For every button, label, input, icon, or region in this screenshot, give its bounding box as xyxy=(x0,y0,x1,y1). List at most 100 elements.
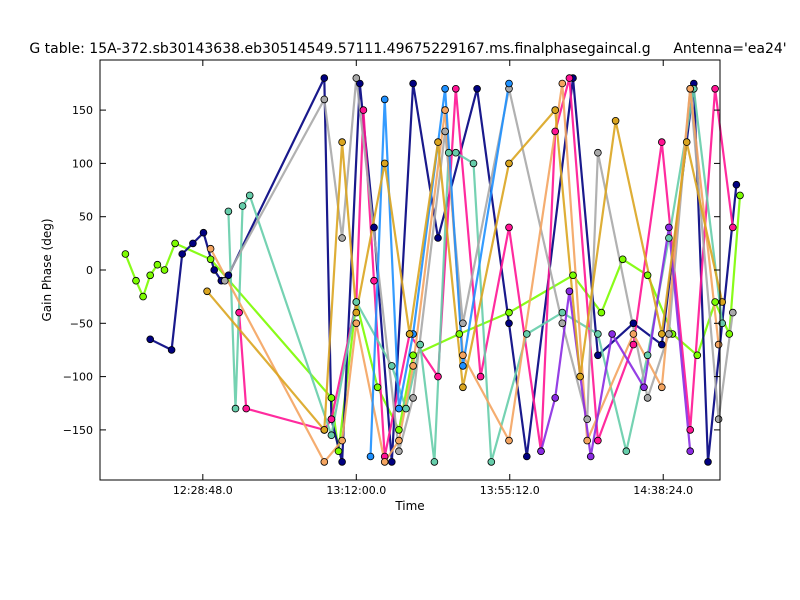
data-point xyxy=(537,447,545,456)
data-point xyxy=(505,223,513,232)
data-point xyxy=(395,426,403,434)
data-point xyxy=(139,292,147,301)
data-point xyxy=(469,159,478,168)
data-point xyxy=(153,260,162,269)
y-tick-label: 50 xyxy=(79,211,93,224)
data-point xyxy=(629,319,638,328)
data-point xyxy=(380,159,389,168)
data-point xyxy=(558,308,567,317)
data-point xyxy=(352,298,361,306)
data-point xyxy=(203,287,211,296)
y-tick-label: −150 xyxy=(63,424,93,437)
y-tick-label: 100 xyxy=(72,157,93,170)
data-point xyxy=(320,458,329,466)
data-point xyxy=(665,234,673,242)
data-point xyxy=(224,271,233,280)
data-point xyxy=(714,340,723,349)
data-point xyxy=(643,351,652,360)
data-point xyxy=(459,319,467,328)
data-point xyxy=(693,351,702,360)
data-point xyxy=(380,95,389,104)
data-point xyxy=(352,319,361,328)
data-point xyxy=(160,266,169,274)
plot-markers xyxy=(121,74,744,466)
data-point xyxy=(505,308,513,317)
data-point xyxy=(686,85,694,93)
series-line-1 xyxy=(149,77,738,463)
data-point xyxy=(551,106,559,114)
data-point xyxy=(597,308,606,317)
y-tick-label: −100 xyxy=(63,371,93,384)
data-point xyxy=(231,404,240,413)
data-point xyxy=(210,266,219,274)
data-point xyxy=(199,228,208,237)
data-point xyxy=(178,250,187,258)
data-point xyxy=(359,106,368,114)
data-point xyxy=(441,85,449,93)
y-tick-label: 0 xyxy=(86,264,93,277)
data-point xyxy=(459,383,467,392)
data-point xyxy=(576,372,584,381)
data-point xyxy=(395,404,403,413)
series-line-2 xyxy=(238,77,734,457)
data-point xyxy=(665,223,673,232)
data-point xyxy=(728,223,737,232)
y-axis: −150 −100 −50 0 50 100 150 xyxy=(63,104,720,437)
data-point xyxy=(565,287,574,296)
data-point xyxy=(395,447,403,456)
data-point xyxy=(640,383,648,392)
data-point xyxy=(402,404,410,413)
data-point xyxy=(352,308,361,317)
data-point xyxy=(569,271,577,280)
data-point xyxy=(686,447,694,456)
data-point xyxy=(441,106,449,114)
data-point xyxy=(171,239,179,248)
data-point xyxy=(444,148,453,157)
data-point xyxy=(380,458,389,466)
data-point xyxy=(704,458,712,466)
data-point xyxy=(327,431,336,440)
data-point xyxy=(338,234,346,242)
data-point xyxy=(121,250,130,258)
data-point xyxy=(682,138,691,146)
data-point xyxy=(373,383,382,392)
data-point xyxy=(434,138,442,146)
data-point xyxy=(629,340,638,349)
data-point xyxy=(505,159,513,168)
data-point xyxy=(355,79,364,88)
data-point xyxy=(132,276,140,285)
data-point xyxy=(551,127,559,136)
data-point xyxy=(434,234,442,242)
y-axis-label: Gain Phase (deg) xyxy=(40,218,54,321)
data-point xyxy=(451,85,460,93)
data-point xyxy=(146,335,155,344)
data-point xyxy=(725,330,734,338)
data-point xyxy=(338,138,346,146)
data-point xyxy=(245,191,254,200)
data-point xyxy=(409,351,417,360)
data-point xyxy=(522,452,531,461)
data-point xyxy=(409,362,417,370)
data-point xyxy=(320,95,329,104)
data-point xyxy=(665,330,673,338)
data-point xyxy=(224,207,233,216)
data-point xyxy=(221,276,229,285)
data-point xyxy=(558,319,567,328)
data-point xyxy=(657,340,666,349)
data-point xyxy=(189,239,197,248)
data-point xyxy=(594,436,602,445)
data-point xyxy=(338,458,346,466)
data-point xyxy=(434,372,442,381)
data-point xyxy=(430,458,439,466)
x-axis-label: Time xyxy=(394,499,424,513)
data-point xyxy=(629,330,638,338)
data-point xyxy=(238,202,247,210)
data-point xyxy=(366,452,375,461)
data-point xyxy=(522,330,531,338)
data-point xyxy=(505,79,513,88)
data-point xyxy=(586,452,595,461)
series-line-7 xyxy=(539,227,692,457)
data-point xyxy=(416,340,425,349)
data-point xyxy=(728,308,737,317)
data-point xyxy=(334,447,343,456)
